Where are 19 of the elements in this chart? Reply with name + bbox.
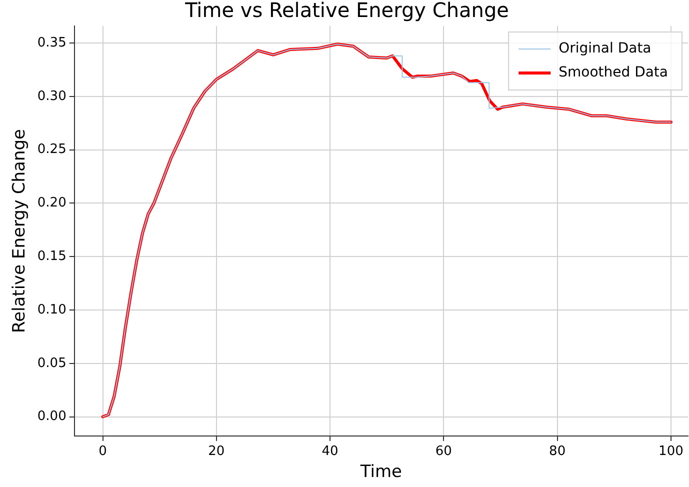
y-tick-label: 0.15 (37, 249, 66, 264)
x-tick-label: 100 (658, 444, 684, 460)
chart-title: Time vs Relative Energy Change (184, 0, 509, 22)
x-tick-label: 0 (98, 444, 107, 460)
y-tick-label: 0.10 (37, 302, 66, 318)
y-tick-label: 0.30 (37, 88, 66, 104)
x-tick-label: 20 (208, 444, 225, 460)
y-tick-label: 0.25 (37, 142, 66, 158)
x-axis-title: Time (359, 462, 402, 482)
y-tick-label: 0.35 (37, 35, 66, 50)
x-tick-label: 80 (549, 444, 566, 460)
legend-label: Original Data (558, 40, 652, 57)
y-tick-label: 0.20 (37, 196, 66, 211)
x-tick-label: 40 (322, 444, 338, 460)
y-tick-label: 0.00 (37, 409, 66, 424)
y-axis-title: Relative Energy Change (10, 129, 30, 333)
y-tick-label: 0.05 (37, 356, 66, 371)
x-tick-label: 60 (435, 444, 452, 460)
legend-label: Smoothed Data (558, 64, 668, 81)
